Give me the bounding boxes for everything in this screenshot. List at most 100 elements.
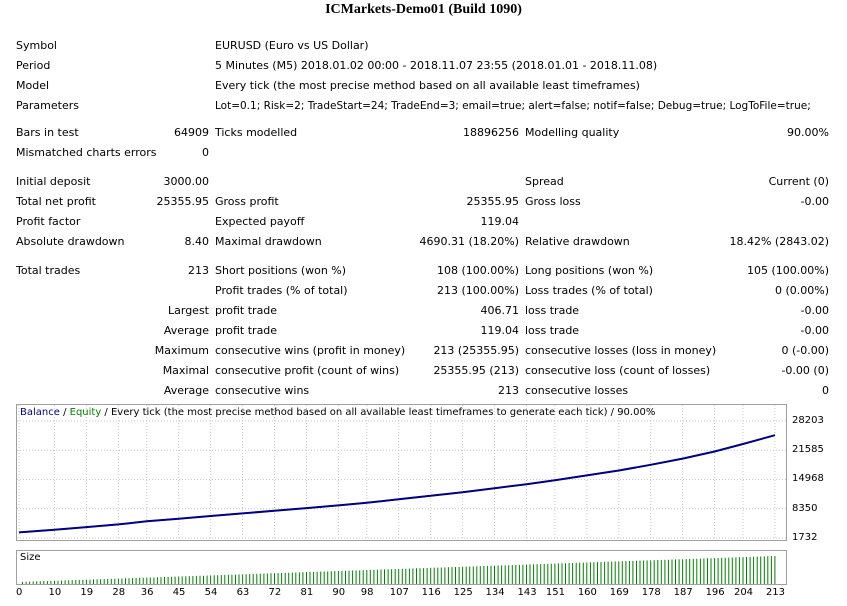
quality-label: Modelling quality (525, 126, 620, 139)
average-loss-label: loss trade (525, 324, 580, 337)
report-title: ICMarkets-Demo01 (Build 1090) (325, 2, 522, 17)
max-consec-wins-label: consecutive wins (profit in money) (215, 344, 406, 357)
x-tick-label: 116 (421, 587, 441, 598)
expected-payoff-label: Expected payoff (215, 215, 305, 228)
series-line-balance (18, 434, 776, 534)
spread-value: Current (0) (768, 175, 829, 188)
average-loss-value: -0.00 (800, 324, 829, 337)
x-tick-label: 90 (332, 587, 346, 598)
largest-loss-label: loss trade (525, 304, 580, 317)
largest-label: Largest (168, 304, 209, 317)
legend-balance: Balance (20, 407, 60, 418)
relative-drawdown-value: 18.42% (2843.02) (729, 235, 829, 248)
legend-description: / Every tick (the most precise method ba… (101, 407, 656, 418)
largest-profit-label: profit trade (215, 304, 278, 317)
max-consec-losses-label: consecutive losses (loss in money) (525, 344, 717, 357)
mismatch-label: Mismatched charts errors (16, 146, 157, 159)
model-value: Every tick (the most precise method base… (215, 79, 640, 92)
x-tick-label: 98 (360, 587, 374, 598)
balance-chart: Balance / Equity / Every tick (the most … (16, 404, 787, 541)
quality-value: 90.00% (787, 126, 829, 139)
x-tick-label: 151 (545, 587, 565, 598)
x-tick-label: 143 (517, 587, 537, 598)
x-tick-label: 81 (300, 587, 314, 598)
ticks-label: Ticks modelled (215, 126, 298, 139)
profit-trades-value: 213 (100.00%) (436, 284, 519, 297)
loss-trades-value: 0 (0.00%) (774, 284, 829, 297)
x-tick-label: 204 (733, 587, 754, 598)
spread-label: Spread (525, 175, 564, 188)
absolute-drawdown-label: Absolute drawdown (16, 235, 125, 248)
bars-label: Bars in test (16, 126, 79, 139)
maximal-consec-profit-value: 25355.95 (213) (433, 364, 519, 377)
y-tick-label: 28203 (792, 415, 824, 426)
short-positions-label: Short positions (won %) (215, 264, 347, 277)
total-trades-label: Total trades (16, 264, 81, 277)
bars-value: 64909 (174, 126, 209, 139)
average-consec-wins-value: 213 (498, 384, 519, 397)
x-tick-label: 10 (48, 587, 62, 598)
y-tick-label: 14968 (792, 473, 824, 485)
model-label: Model (16, 79, 50, 92)
series-line-equity (18, 434, 776, 534)
gross-loss-value: -0.00 (800, 195, 829, 208)
x-tick-label: 178 (641, 587, 661, 598)
period-label: Period (16, 59, 51, 72)
period-value: 5 Minutes (M5) 2018.01.02 00:00 - 2018.1… (215, 59, 658, 72)
legend-equity: Equity (69, 407, 102, 418)
x-tick-label: 125 (453, 587, 473, 598)
average-consec-losses-value: 0 (822, 384, 829, 397)
loss-trades-label: Loss trades (% of total) (525, 284, 653, 297)
relative-drawdown-label: Relative drawdown (525, 235, 630, 248)
y-tick-label: 1732 (792, 532, 818, 543)
size-chart-svg (22, 556, 776, 584)
x-tick-label: 107 (389, 587, 409, 598)
size-label: Size (20, 552, 41, 563)
size-chart: Size (16, 550, 787, 585)
chart-legend: Balance / Equity / Every tick (the most … (20, 407, 655, 418)
gross-loss-label: Gross loss (525, 195, 581, 208)
average-profit-value: 119.04 (480, 324, 520, 337)
max-consec-losses-value: 0 (-0.00) (781, 344, 829, 357)
ticks-value: 18896256 (463, 126, 519, 139)
x-tick-label: 28 (112, 587, 126, 598)
symbol-label: Symbol (16, 39, 57, 52)
x-tick-label: 72 (268, 587, 282, 598)
parameters-label: Parameters (16, 99, 79, 112)
gross-profit-label: Gross profit (215, 195, 279, 208)
average-consec-losses-label: consecutive losses (525, 384, 629, 397)
total-trades-value: 213 (188, 264, 209, 277)
maximal-consec-loss-label: consecutive loss (count of losses) (525, 364, 711, 377)
x-tick-label: 134 (485, 587, 505, 598)
x-tick-label: 187 (673, 587, 693, 598)
x-tick-label: 160 (577, 587, 597, 598)
maximum-label: Maximum (154, 344, 209, 357)
balance-chart-svg (17, 405, 786, 540)
deposit-value: 3000.00 (163, 175, 210, 188)
profit-factor-label: Profit factor (16, 215, 81, 228)
largest-loss-value: -0.00 (800, 304, 829, 317)
average2-label: Average (163, 384, 209, 397)
absolute-drawdown-value: 8.40 (184, 235, 210, 248)
average-label: Average (163, 324, 209, 337)
maximal-label: Maximal (162, 364, 209, 377)
average-consec-wins-label: consecutive wins (215, 384, 310, 397)
net-profit-value: 25355.95 (156, 195, 210, 208)
short-positions-value: 108 (100.00%) (436, 264, 519, 277)
long-positions-value: 105 (100.00%) (746, 264, 829, 277)
deposit-label: Initial deposit (16, 175, 91, 188)
x-tick-label: 196 (705, 587, 725, 598)
x-tick-label: 213 (765, 587, 785, 598)
symbol-value: EURUSD (Euro vs US Dollar) (215, 39, 369, 52)
mismatch-value: 0 (202, 146, 209, 159)
x-tick-label: 45 (172, 587, 186, 598)
maximal-drawdown-label: Maximal drawdown (215, 235, 322, 248)
y-tick-label: 8350 (792, 502, 818, 514)
legend-sep: / (59, 407, 70, 418)
maximal-consec-loss-value: -0.00 (0) (781, 364, 829, 377)
y-tick-label: 21585 (792, 444, 824, 456)
x-tick-label: 54 (204, 587, 218, 598)
long-positions-label: Long positions (won %) (525, 264, 654, 277)
expected-payoff-value: 119.04 (480, 215, 520, 228)
gross-profit-value: 25355.95 (466, 195, 520, 208)
